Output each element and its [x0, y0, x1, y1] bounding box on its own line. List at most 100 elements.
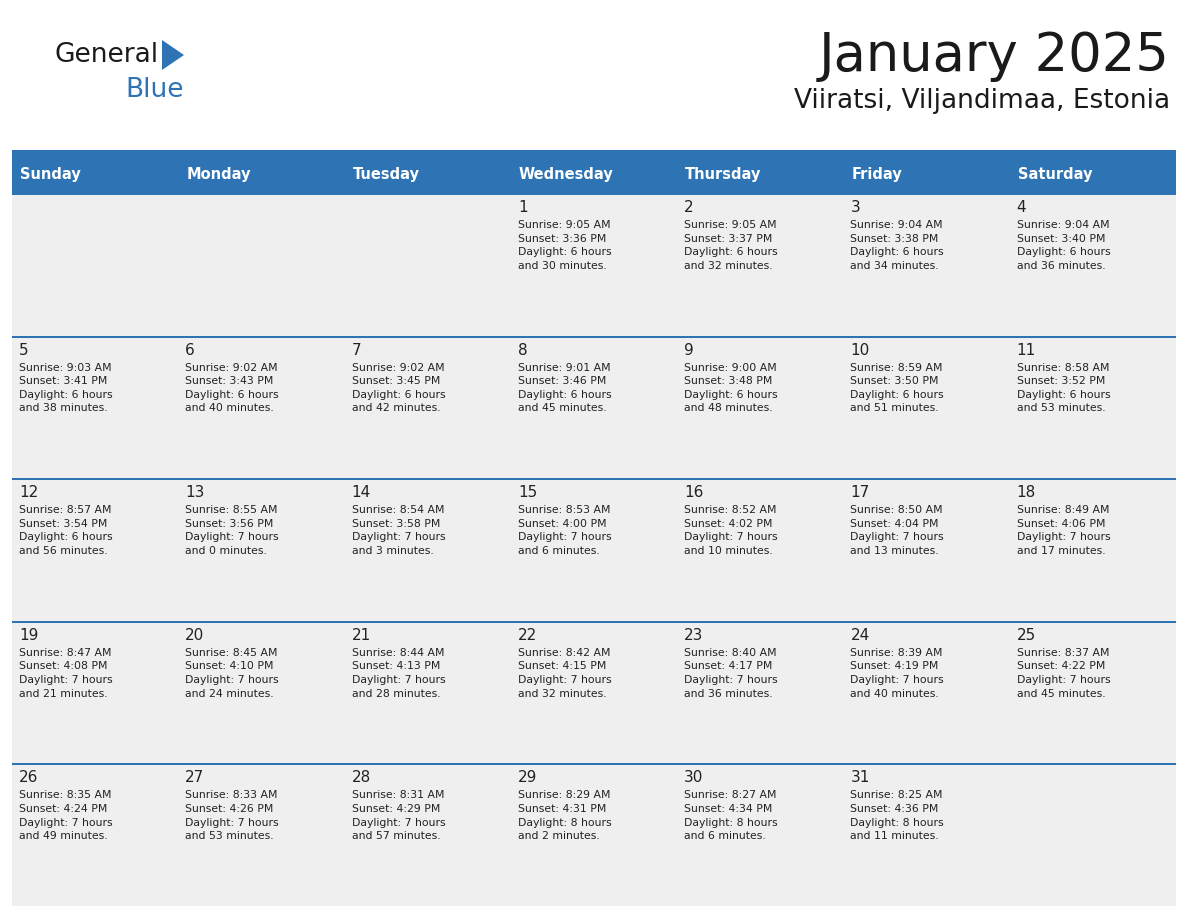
Text: Sunrise: 8:55 AM
Sunset: 3:56 PM
Daylight: 7 hours
and 0 minutes.: Sunrise: 8:55 AM Sunset: 3:56 PM Dayligh… — [185, 505, 279, 556]
Bar — [677, 764, 843, 906]
Text: 2: 2 — [684, 200, 694, 215]
Bar — [511, 764, 677, 766]
Text: 8: 8 — [518, 342, 527, 358]
Text: 23: 23 — [684, 628, 703, 643]
Bar — [1010, 336, 1176, 338]
Text: Sunrise: 8:31 AM
Sunset: 4:29 PM
Daylight: 7 hours
and 57 minutes.: Sunrise: 8:31 AM Sunset: 4:29 PM Dayligh… — [352, 790, 446, 841]
Bar — [1010, 155, 1176, 193]
Bar — [12, 193, 178, 195]
Bar — [843, 621, 1010, 622]
Bar — [511, 336, 677, 338]
Bar — [345, 478, 511, 480]
Text: Sunrise: 9:03 AM
Sunset: 3:41 PM
Daylight: 6 hours
and 38 minutes.: Sunrise: 9:03 AM Sunset: 3:41 PM Dayligh… — [19, 363, 113, 413]
Text: Sunrise: 9:05 AM
Sunset: 3:37 PM
Daylight: 6 hours
and 32 minutes.: Sunrise: 9:05 AM Sunset: 3:37 PM Dayligh… — [684, 220, 778, 271]
Bar — [178, 478, 345, 621]
Bar — [1010, 478, 1176, 621]
Bar — [12, 478, 178, 621]
Bar — [511, 193, 677, 336]
Bar — [12, 336, 178, 478]
Bar — [345, 621, 511, 764]
Text: 26: 26 — [19, 770, 38, 786]
Text: 27: 27 — [185, 770, 204, 786]
Text: 13: 13 — [185, 486, 204, 500]
Bar — [345, 193, 511, 195]
Text: Sunrise: 8:59 AM
Sunset: 3:50 PM
Daylight: 6 hours
and 51 minutes.: Sunrise: 8:59 AM Sunset: 3:50 PM Dayligh… — [851, 363, 944, 413]
Bar — [1010, 478, 1176, 480]
Text: Saturday: Saturday — [1018, 166, 1092, 182]
Bar — [345, 478, 511, 621]
Bar — [843, 478, 1010, 480]
Text: Sunrise: 8:53 AM
Sunset: 4:00 PM
Daylight: 7 hours
and 6 minutes.: Sunrise: 8:53 AM Sunset: 4:00 PM Dayligh… — [518, 505, 612, 556]
Bar — [12, 478, 178, 480]
Bar — [511, 478, 677, 480]
Text: 5: 5 — [19, 342, 29, 358]
Bar — [677, 336, 843, 478]
Bar — [178, 193, 345, 195]
Text: 15: 15 — [518, 486, 537, 500]
Bar — [345, 336, 511, 478]
Bar — [843, 764, 1010, 906]
Bar — [843, 336, 1010, 338]
Bar — [677, 621, 843, 764]
Text: 11: 11 — [1017, 342, 1036, 358]
Bar — [677, 621, 843, 622]
Text: Sunrise: 9:04 AM
Sunset: 3:38 PM
Daylight: 6 hours
and 34 minutes.: Sunrise: 9:04 AM Sunset: 3:38 PM Dayligh… — [851, 220, 944, 271]
Text: 30: 30 — [684, 770, 703, 786]
Bar — [178, 764, 345, 766]
Text: Friday: Friday — [852, 166, 902, 182]
Bar — [12, 336, 178, 338]
Text: Sunrise: 8:50 AM
Sunset: 4:04 PM
Daylight: 7 hours
and 13 minutes.: Sunrise: 8:50 AM Sunset: 4:04 PM Dayligh… — [851, 505, 944, 556]
Text: 3: 3 — [851, 200, 860, 215]
Bar — [843, 155, 1010, 193]
Bar — [12, 193, 178, 336]
Text: Sunrise: 8:27 AM
Sunset: 4:34 PM
Daylight: 8 hours
and 6 minutes.: Sunrise: 8:27 AM Sunset: 4:34 PM Dayligh… — [684, 790, 778, 841]
Bar — [677, 155, 843, 193]
Bar — [12, 764, 178, 906]
Text: Sunrise: 8:54 AM
Sunset: 3:58 PM
Daylight: 7 hours
and 3 minutes.: Sunrise: 8:54 AM Sunset: 3:58 PM Dayligh… — [352, 505, 446, 556]
Bar — [345, 764, 511, 906]
Bar — [345, 155, 511, 193]
Bar — [178, 764, 345, 906]
Text: Sunrise: 8:47 AM
Sunset: 4:08 PM
Daylight: 7 hours
and 21 minutes.: Sunrise: 8:47 AM Sunset: 4:08 PM Dayligh… — [19, 648, 113, 699]
Bar — [843, 336, 1010, 478]
Text: 19: 19 — [19, 628, 38, 643]
Text: 10: 10 — [851, 342, 870, 358]
Polygon shape — [162, 40, 184, 70]
Bar — [178, 621, 345, 622]
Text: 14: 14 — [352, 486, 371, 500]
Text: 17: 17 — [851, 486, 870, 500]
Bar — [345, 336, 511, 338]
Bar — [1010, 764, 1176, 906]
Bar — [345, 764, 511, 766]
Text: Blue: Blue — [126, 77, 184, 103]
Text: 20: 20 — [185, 628, 204, 643]
Text: Tuesday: Tuesday — [353, 166, 419, 182]
Text: Viiratsi, Viljandimaa, Estonia: Viiratsi, Viljandimaa, Estonia — [794, 88, 1170, 114]
Text: 25: 25 — [1017, 628, 1036, 643]
Text: Monday: Monday — [187, 166, 251, 182]
Bar — [511, 193, 677, 195]
Bar — [1010, 621, 1176, 622]
Text: Sunrise: 9:04 AM
Sunset: 3:40 PM
Daylight: 6 hours
and 36 minutes.: Sunrise: 9:04 AM Sunset: 3:40 PM Dayligh… — [1017, 220, 1111, 271]
Bar — [843, 764, 1010, 766]
Bar — [677, 193, 843, 336]
Bar — [178, 621, 345, 764]
Bar — [843, 193, 1010, 336]
Text: 21: 21 — [352, 628, 371, 643]
Text: Sunrise: 8:25 AM
Sunset: 4:36 PM
Daylight: 8 hours
and 11 minutes.: Sunrise: 8:25 AM Sunset: 4:36 PM Dayligh… — [851, 790, 944, 841]
Bar — [12, 621, 178, 622]
Bar — [178, 336, 345, 338]
Bar — [12, 155, 178, 193]
Bar — [1010, 336, 1176, 478]
Bar — [511, 621, 677, 764]
Bar — [178, 155, 345, 193]
Text: Sunrise: 8:52 AM
Sunset: 4:02 PM
Daylight: 7 hours
and 10 minutes.: Sunrise: 8:52 AM Sunset: 4:02 PM Dayligh… — [684, 505, 778, 556]
Text: Sunrise: 8:42 AM
Sunset: 4:15 PM
Daylight: 7 hours
and 32 minutes.: Sunrise: 8:42 AM Sunset: 4:15 PM Dayligh… — [518, 648, 612, 699]
Bar — [843, 193, 1010, 195]
Text: Sunrise: 8:40 AM
Sunset: 4:17 PM
Daylight: 7 hours
and 36 minutes.: Sunrise: 8:40 AM Sunset: 4:17 PM Dayligh… — [684, 648, 778, 699]
Text: Sunrise: 8:44 AM
Sunset: 4:13 PM
Daylight: 7 hours
and 28 minutes.: Sunrise: 8:44 AM Sunset: 4:13 PM Dayligh… — [352, 648, 446, 699]
Text: Sunday: Sunday — [20, 166, 81, 182]
Text: Sunrise: 9:01 AM
Sunset: 3:46 PM
Daylight: 6 hours
and 45 minutes.: Sunrise: 9:01 AM Sunset: 3:46 PM Dayligh… — [518, 363, 612, 413]
Bar — [677, 336, 843, 338]
Bar — [178, 478, 345, 480]
